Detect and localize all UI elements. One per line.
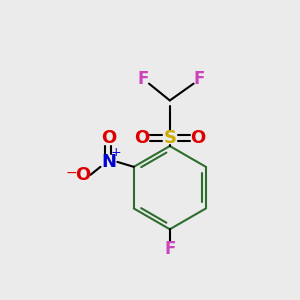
Text: O: O <box>134 129 150 147</box>
Text: O: O <box>190 129 205 147</box>
Text: −: − <box>66 166 77 180</box>
Text: F: F <box>164 240 176 258</box>
Text: S: S <box>163 129 176 147</box>
Text: +: + <box>111 146 122 160</box>
Text: F: F <box>137 70 149 88</box>
Text: N: N <box>101 153 116 171</box>
Text: O: O <box>75 166 90 184</box>
Text: O: O <box>101 129 116 147</box>
Text: F: F <box>194 70 205 88</box>
